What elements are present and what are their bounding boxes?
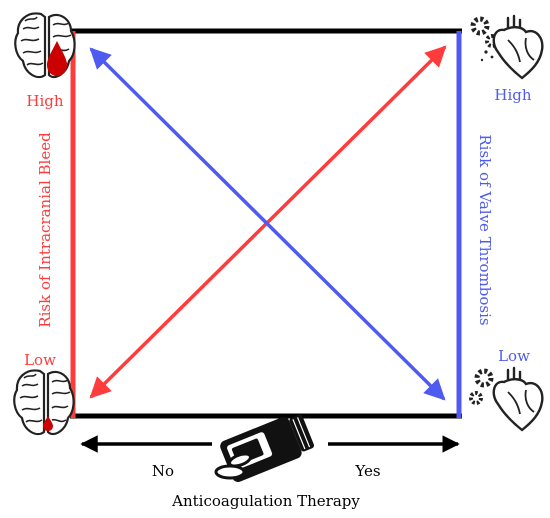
bottom-yes-label: Yes — [354, 462, 380, 480]
heart-gears-icon — [469, 366, 544, 432]
left-high-label: High — [26, 92, 63, 110]
right-high-label: High — [494, 86, 531, 104]
brain-small-bleed-icon — [13, 369, 75, 436]
thrombosis-risk-arrow — [89, 47, 446, 401]
bottom-no-label: No — [152, 462, 174, 480]
right-low-label: Low — [498, 347, 530, 365]
bottom-axis-title: Anticoagulation Therapy — [171, 492, 360, 510]
brain-large-bleed-icon — [14, 12, 76, 79]
left-low-label: Low — [24, 351, 56, 369]
pills-icon — [214, 452, 252, 480]
heart-gears-icon — [470, 14, 544, 80]
right-axis-title: Risk of Valve Thrombosis — [476, 134, 494, 325]
left-axis-title: Risk of Intracranial Bleed — [36, 132, 54, 328]
